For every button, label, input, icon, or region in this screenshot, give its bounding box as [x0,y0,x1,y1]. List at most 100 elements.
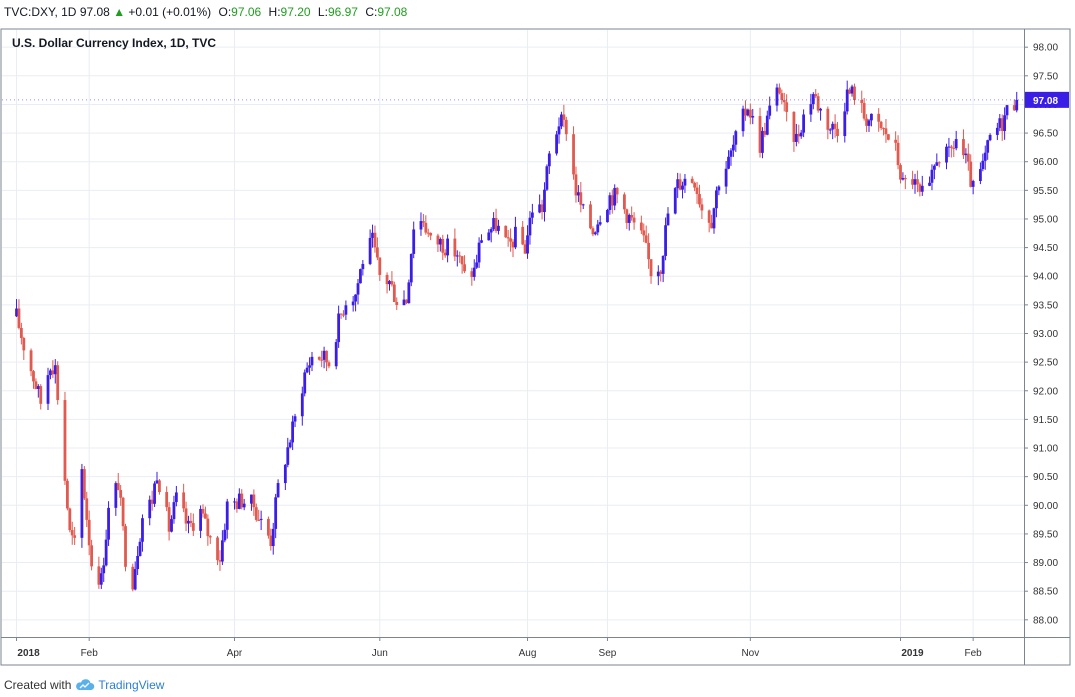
candle [283,463,287,490]
last-price-marker: 97.08 [2,91,1069,108]
candle-body [935,162,939,166]
candle-body [480,240,483,243]
candle [170,515,173,533]
symbol-label[interactable]: TVC:DXY, 1D [4,5,77,19]
candle-body [724,168,728,187]
open-label: O: [218,5,232,19]
candle-body [962,139,965,156]
price-tick-label: 95.50 [1033,186,1058,197]
candle [56,361,60,405]
candle-body [187,520,190,524]
candle-body [623,194,626,210]
candle-body [182,492,186,509]
candle-body [402,299,406,306]
candle-body [174,492,178,503]
candle [731,135,735,157]
price-tick-label: 90.50 [1033,472,1058,483]
candle [446,234,450,263]
candle [351,296,355,312]
candle [981,153,985,172]
candle-body [576,192,580,196]
candle [266,516,270,539]
time-axis[interactable]: 2018 Feb Apr Jun Aug Sep Nov 2019 Feb [16,637,983,659]
candle [853,83,856,105]
candle-body [470,271,474,277]
candle [373,225,377,253]
candle-body [116,483,120,491]
candle [768,96,772,120]
candle-body [506,237,510,239]
candle [664,217,667,261]
candle-body [206,518,210,537]
candle-body [56,365,60,401]
candle [201,504,205,518]
candle [901,172,905,181]
candle-body [850,86,854,94]
candle [727,150,730,170]
close-value: 97.08 [377,5,408,19]
tradingview-link[interactable]: TradingView [98,678,165,692]
candle [153,481,156,508]
candle [276,479,280,498]
candle-body [257,519,261,521]
candle [947,137,951,158]
candle [574,166,578,203]
candle-body [359,269,362,284]
candle [763,122,767,138]
candle-body [918,184,922,192]
candle [441,234,445,261]
candle [68,507,72,533]
candle [1005,104,1009,120]
candle-body [862,103,866,119]
candle-body [613,187,617,206]
candle [388,280,391,291]
time-tick-label: Jun [372,648,388,659]
candle [707,209,711,233]
time-tick-label: Apr [227,648,243,659]
candle-body [322,350,326,360]
candle-body [104,539,108,566]
open-value: 97.06 [231,5,262,19]
candle-body [853,86,856,101]
candle-body [233,501,236,503]
candle-body [438,239,442,245]
candle-body [930,169,934,183]
candle-body [644,235,648,243]
candle-body [886,134,890,140]
candle [526,225,529,259]
candle [293,413,297,428]
candle-body [538,204,542,213]
candle-body [218,560,222,562]
price-axis[interactable]: 98.0097.5097.0096.5096.0095.5095.0094.50… [1024,43,1058,627]
candle-body [276,483,280,498]
candle [300,386,304,426]
candle-body [90,545,94,567]
candle-body [443,252,447,256]
candle-body [492,218,496,230]
chart-header: TVC:DXY, 1D 97.08 ▲ +0.01 (+0.01%) O:97.… [4,3,407,21]
price-tick-label: 88.00 [1033,615,1058,626]
price-tick-label: 91.00 [1033,444,1058,455]
candle [593,231,597,236]
candle-body [560,114,563,127]
candle [995,122,999,141]
candle-body [70,530,74,536]
candle [51,360,55,378]
candle-body [34,381,38,390]
candle [606,208,609,223]
candle [470,267,474,286]
candle [879,120,883,131]
candle [952,140,956,158]
candle-body [932,165,936,170]
candle-body [882,128,885,130]
price-tick-label: 89.50 [1033,529,1058,540]
candle [744,100,747,121]
candle [17,299,21,330]
candle [138,538,142,557]
candle [107,501,110,546]
candle-body [453,238,457,257]
candle-body [475,262,479,268]
candle [523,240,527,254]
candle-body [421,221,425,223]
